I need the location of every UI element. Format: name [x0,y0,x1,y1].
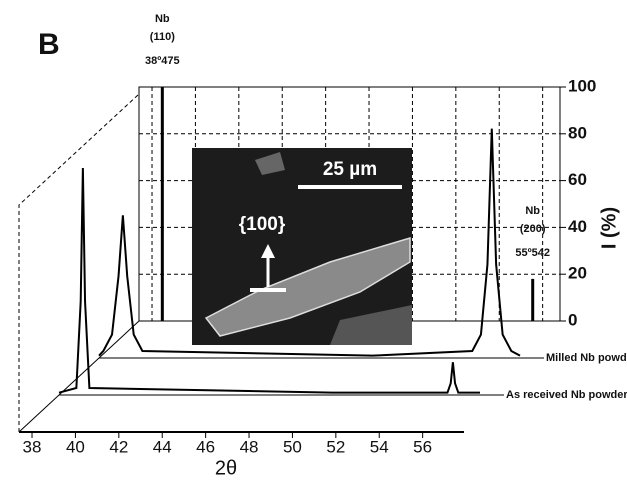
x-tick-label: 46 [196,437,215,456]
scale-label: 25 µm [323,159,377,180]
y-tick-label: 100 [568,76,596,95]
x-tick-label: 38 [23,437,42,456]
xrd-profile [98,128,521,357]
x-tick-label: 52 [326,437,345,456]
peak-annotation: (200) [520,223,546,235]
side-edge [18,320,140,433]
peak-annotation: Nb [155,13,170,25]
peak-annotation: 38º475 [145,55,180,67]
x-tick-label: 42 [109,437,128,456]
x-tick-label: 48 [240,437,259,456]
x-tick-label: 54 [370,437,389,456]
arrow-head [261,244,275,258]
x-tick-label: 44 [153,437,172,456]
x-tick-label: 56 [413,437,432,456]
side-wall [18,92,140,432]
particle [330,305,412,345]
x-tick-label: 40 [66,437,85,456]
face-label: {100} [239,214,286,235]
series-label: Milled Nb powder [546,352,627,364]
xrd-profile [58,168,480,394]
y-tick-label: 60 [568,170,587,189]
particle [255,152,285,175]
series-label: As received Nb powder [506,389,627,401]
y-tick-label: 20 [568,264,587,283]
peak-annotation: Nb [525,205,540,217]
y-tick-label: 40 [568,217,587,236]
y-tick-label: 0 [568,310,577,329]
y-tick-label: 80 [568,123,587,142]
peak-annotation: (110) [150,31,175,43]
crystal [204,236,411,337]
peak-annotation: 55º542 [515,247,550,259]
x-axis-label: 2θ [215,457,237,479]
y-axis-label: I (%) [598,207,620,249]
x-tick-label: 50 [283,437,302,456]
panel-label: B [38,28,60,61]
axes-frame [18,92,140,433]
inset-image: 25 µm {100} [192,148,412,345]
